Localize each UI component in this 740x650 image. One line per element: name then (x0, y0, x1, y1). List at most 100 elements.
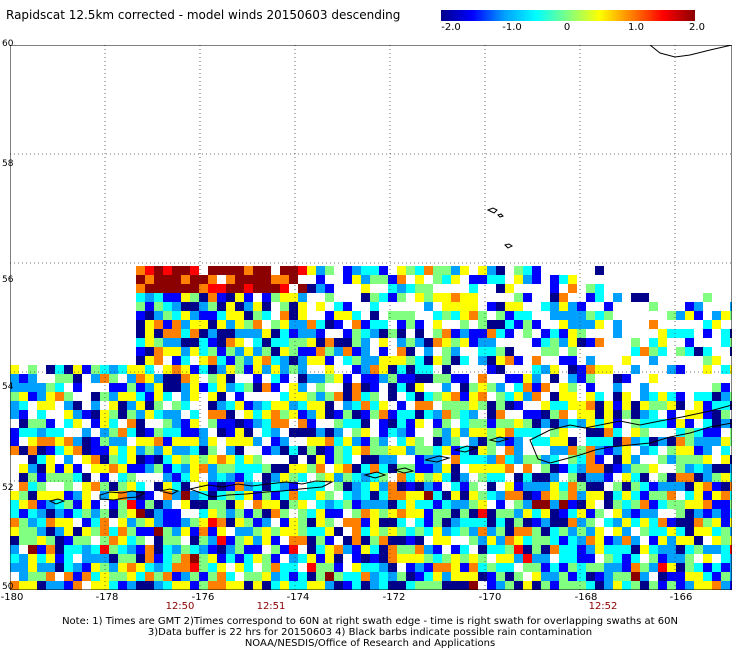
wind-cell (478, 266, 487, 275)
wind-cell (217, 365, 226, 374)
wind-cell (244, 293, 253, 302)
wind-cell (127, 428, 136, 437)
wind-cell (712, 437, 721, 446)
wind-cell (712, 527, 721, 536)
wind-cell (172, 509, 181, 518)
wind-cell (496, 563, 505, 572)
wind-cell (91, 401, 100, 410)
wind-cell (568, 500, 577, 509)
wind-cell (460, 527, 469, 536)
wind-cell (352, 581, 361, 590)
wind-cell (145, 392, 154, 401)
wind-cell (118, 464, 127, 473)
wind-cell (280, 401, 289, 410)
wind-cell (487, 356, 496, 365)
wind-cell (208, 356, 217, 365)
wind-cell (514, 428, 523, 437)
wind-cell (406, 563, 415, 572)
wind-cell (442, 347, 451, 356)
wind-cell (505, 527, 514, 536)
wind-cell (334, 437, 343, 446)
wind-cell (199, 509, 208, 518)
wind-cell (172, 311, 181, 320)
wind-cell (172, 266, 181, 275)
wind-cell (514, 419, 523, 428)
wind-cell (334, 311, 343, 320)
wind-cell (505, 455, 514, 464)
wind-cell (694, 428, 703, 437)
wind-cell (109, 491, 118, 500)
wind-cell (703, 446, 712, 455)
wind-cell (154, 401, 163, 410)
wind-cell (415, 293, 424, 302)
wind-cell (190, 266, 199, 275)
wind-cell (595, 320, 604, 329)
wind-cell (595, 311, 604, 320)
wind-cell (235, 527, 244, 536)
wind-cell (496, 401, 505, 410)
wind-cell (694, 563, 703, 572)
wind-cell (163, 428, 172, 437)
wind-cell (82, 365, 91, 374)
wind-cell (208, 320, 217, 329)
wind-cell (163, 554, 172, 563)
wind-cell (595, 401, 604, 410)
wind-cell (487, 464, 496, 473)
swath-time-3: 12:52 (588, 601, 618, 612)
wind-cell (109, 572, 118, 581)
wind-cell (190, 473, 199, 482)
wind-cell (532, 275, 541, 284)
wind-cell (649, 356, 658, 365)
wind-cell (568, 365, 577, 374)
wind-cell (163, 302, 172, 311)
wind-cell (586, 446, 595, 455)
wind-cell (37, 500, 46, 509)
wind-cell (406, 428, 415, 437)
wind-cell (280, 374, 289, 383)
wind-cell (424, 302, 433, 311)
wind-cell (370, 329, 379, 338)
wind-cell (703, 320, 712, 329)
wind-cell (235, 455, 244, 464)
wind-cell (190, 518, 199, 527)
wind-cell (460, 392, 469, 401)
wind-cell (28, 572, 37, 581)
wind-cell (523, 536, 532, 545)
wind-cell (19, 446, 28, 455)
wind-cell (658, 392, 667, 401)
wind-cell (658, 437, 667, 446)
wind-cell (361, 329, 370, 338)
wind-cell (415, 572, 424, 581)
wind-cell (595, 572, 604, 581)
wind-cell (541, 536, 550, 545)
wind-cell (442, 437, 451, 446)
wind-cell (280, 392, 289, 401)
wind-cell (253, 509, 262, 518)
wind-cell (496, 284, 505, 293)
wind-cell (181, 527, 190, 536)
wind-cell (379, 446, 388, 455)
wind-cell (685, 446, 694, 455)
wind-cell (550, 491, 559, 500)
wind-cell (631, 491, 640, 500)
wind-cell (280, 410, 289, 419)
wind-cell (343, 329, 352, 338)
wind-cell (631, 509, 640, 518)
wind-cell (523, 581, 532, 590)
wind-cell (613, 428, 622, 437)
wind-cell (361, 275, 370, 284)
wind-cell (253, 581, 262, 590)
wind-cell (649, 518, 658, 527)
wind-cell (163, 293, 172, 302)
wind-cell (181, 293, 190, 302)
wind-cell (433, 419, 442, 428)
wind-cell (721, 536, 730, 545)
wind-cell (172, 347, 181, 356)
wind-cell (676, 347, 685, 356)
wind-cell (307, 437, 316, 446)
wind-cell (622, 455, 631, 464)
wind-cell (577, 365, 586, 374)
wind-cell (28, 518, 37, 527)
wind-cell (406, 338, 415, 347)
wind-cell (19, 410, 28, 419)
